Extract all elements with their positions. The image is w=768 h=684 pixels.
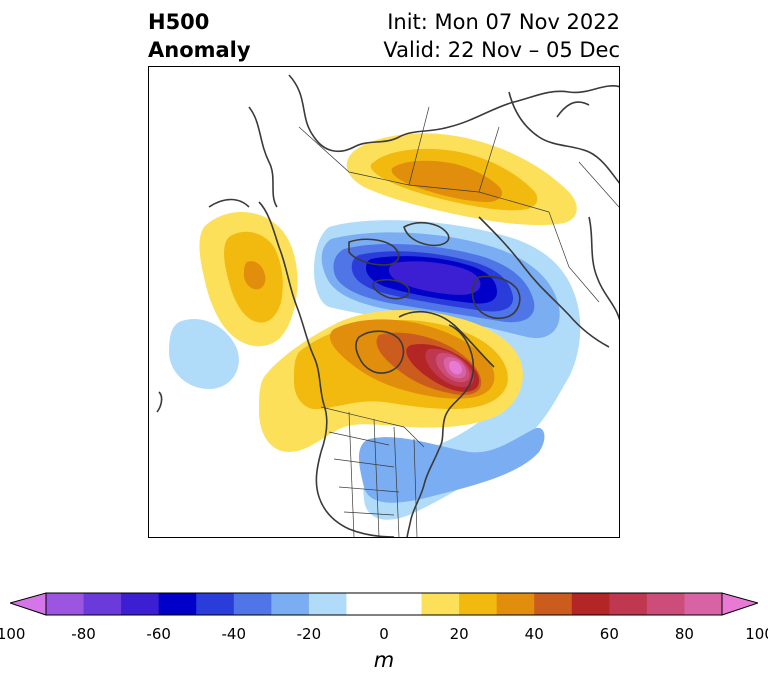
anomaly-contour <box>449 361 462 375</box>
anomaly-contour <box>388 261 481 295</box>
colorbar-tick-label: -60 <box>146 625 171 643</box>
colorbar-tick-label: -100 <box>0 625 26 643</box>
coastline-path <box>372 279 410 300</box>
colorbar-cell <box>346 593 385 615</box>
colorbar-tick-label: 60 <box>599 625 619 643</box>
colorbar-extend-high <box>721 592 758 616</box>
colorbar-cell <box>534 593 573 615</box>
colorbar-cell <box>684 593 723 615</box>
init-date-label: Init: Mon 07 Nov 2022 <box>387 10 620 34</box>
negative-anomaly-shading <box>169 220 581 520</box>
coastline-path <box>348 238 400 266</box>
colorbar-tick-label: -40 <box>221 625 247 643</box>
coastline-path <box>556 101 590 118</box>
colorbar-cell <box>646 593 685 615</box>
colorbar-tick-label: 20 <box>449 625 469 643</box>
anomaly-map-svg <box>156 74 619 537</box>
variable-label: H500 <box>148 10 210 34</box>
coastline-path <box>508 91 619 184</box>
coastline-path <box>156 391 163 413</box>
coastline-path <box>248 106 278 208</box>
colorbar-cell <box>196 593 235 615</box>
border-path <box>328 431 400 516</box>
coastlines <box>156 74 619 537</box>
coastline-path <box>288 74 619 153</box>
coastline-path <box>315 451 395 537</box>
colorbar-tick-label: 80 <box>674 625 694 643</box>
colorbar-outline <box>45 592 723 616</box>
anomaly-contour <box>359 427 545 503</box>
coastline-path <box>478 216 610 348</box>
coastline-path <box>355 330 405 374</box>
coastline-path <box>398 310 495 368</box>
border-path <box>320 406 425 448</box>
colorbar-tick-label: 40 <box>524 625 544 643</box>
colorbar-cell <box>158 593 197 615</box>
colorbar-cell <box>308 593 347 615</box>
border-path <box>548 161 619 303</box>
colorbar-cell <box>233 593 272 615</box>
colorbar-cell <box>46 593 85 615</box>
colorbar-cell <box>83 593 122 615</box>
colorbar-cell <box>571 593 610 615</box>
coastline-path <box>438 324 475 450</box>
colorbar-cells <box>46 593 723 615</box>
colorbar-cell <box>459 593 498 615</box>
colorbar-cell <box>421 593 460 615</box>
border-path <box>298 106 550 213</box>
anomaly-contour <box>169 319 239 389</box>
colorbar-cell <box>271 593 310 615</box>
coastline-path <box>403 221 450 247</box>
colorbar-tick-label: 0 <box>379 625 389 643</box>
anomaly-map <box>148 66 620 538</box>
political-borders <box>298 106 619 537</box>
colorbar <box>10 592 758 616</box>
coastline-path <box>588 216 619 321</box>
anomaly-contour <box>243 261 266 290</box>
product-label: Anomaly <box>148 38 251 62</box>
colorbar-tick-label: 100 <box>745 625 768 643</box>
coastline-path <box>406 448 440 537</box>
colorbar-extend-low <box>10 592 47 616</box>
coastline-path <box>208 198 250 208</box>
colorbar-cell <box>384 593 423 615</box>
map-title-variable: H500 Anomaly <box>148 8 251 64</box>
colorbar-cell <box>121 593 160 615</box>
valid-date-label: Valid: 22 Nov – 05 Dec <box>383 38 620 62</box>
colorbar-tick-label: -20 <box>296 625 322 643</box>
colorbar-unit-label: m <box>373 648 395 672</box>
coastline-path <box>258 201 328 453</box>
map-title-dates: Init: Mon 07 Nov 2022 Valid: 22 Nov – 05… <box>383 8 620 64</box>
coastline-path <box>471 275 521 320</box>
colorbar-cell <box>609 593 648 615</box>
border-path <box>348 411 418 537</box>
colorbar-cell <box>496 593 535 615</box>
colorbar-tick-label: -80 <box>71 625 96 643</box>
